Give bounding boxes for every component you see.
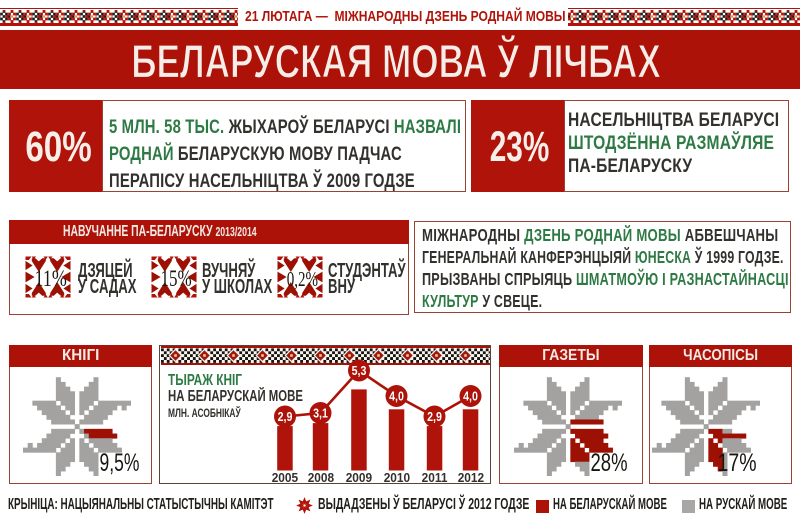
svg-text:3,1: 3,1 — [313, 406, 328, 421]
svg-text:2,9: 2,9 — [278, 409, 293, 424]
svg-text:4,0: 4,0 — [389, 389, 404, 404]
svg-text:БЕЛАРУСКАЯ МОВА Ў ЛІЧБАХ: БЕЛАРУСКАЯ МОВА Ў ЛІЧБАХ — [131, 33, 661, 88]
svg-text:2,9: 2,9 — [427, 409, 442, 424]
svg-text:БЕЛАРУСКАЯ МОВА Ў ЛІЧБАХ: БЕЛАРУСКАЯ МОВА Ў ЛІЧБАХ — [131, 33, 661, 88]
svg-text:4,0: 4,0 — [463, 389, 478, 404]
svg-text:5,3: 5,3 — [352, 363, 367, 378]
